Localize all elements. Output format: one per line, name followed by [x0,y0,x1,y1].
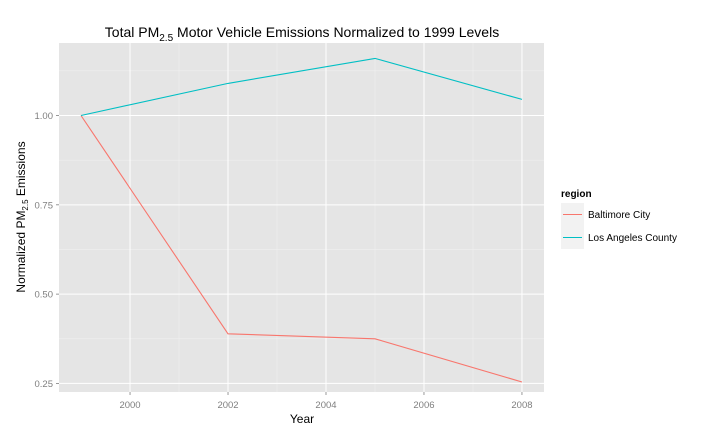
legend: region Baltimore City Los Angeles County [561,189,677,249]
y-tick-label: 0.25 [35,379,54,390]
x-tick-label: 2002 [217,400,238,411]
series-line-baltimore-city [80,115,523,383]
series-line-los-angeles-county [80,57,523,117]
y-axis-ticks: 0.25 0.50 0.75 1.00 [35,111,59,390]
major-gridlines [59,43,544,392]
x-tick-label: 2000 [119,400,140,411]
minor-gridlines [59,43,544,392]
x-tick-label: 2004 [315,400,336,411]
series-lines [80,57,523,383]
x-axis-title: Year [290,412,314,426]
y-tick-label: 0.50 [35,290,54,301]
x-tick-label: 2008 [511,400,532,411]
y-tick-label: 0.75 [35,200,54,211]
legend-label: Los Angeles County [588,233,677,244]
x-axis-ticks: 2000 2002 2004 2006 2008 [119,392,533,411]
legend-label: Baltimore City [588,210,650,221]
legend-items: Baltimore City Los Angeles County [561,203,677,249]
y-tick-label: 1.00 [35,111,54,122]
x-tick-label: 2006 [413,400,434,411]
y-axis-title: Normalized PM2.5 Emissions [14,141,30,292]
chart-title: Total PM2.5 Motor Vehicle Emissions Norm… [105,24,499,44]
legend-title: region [561,189,592,200]
plot-panel [59,43,544,392]
